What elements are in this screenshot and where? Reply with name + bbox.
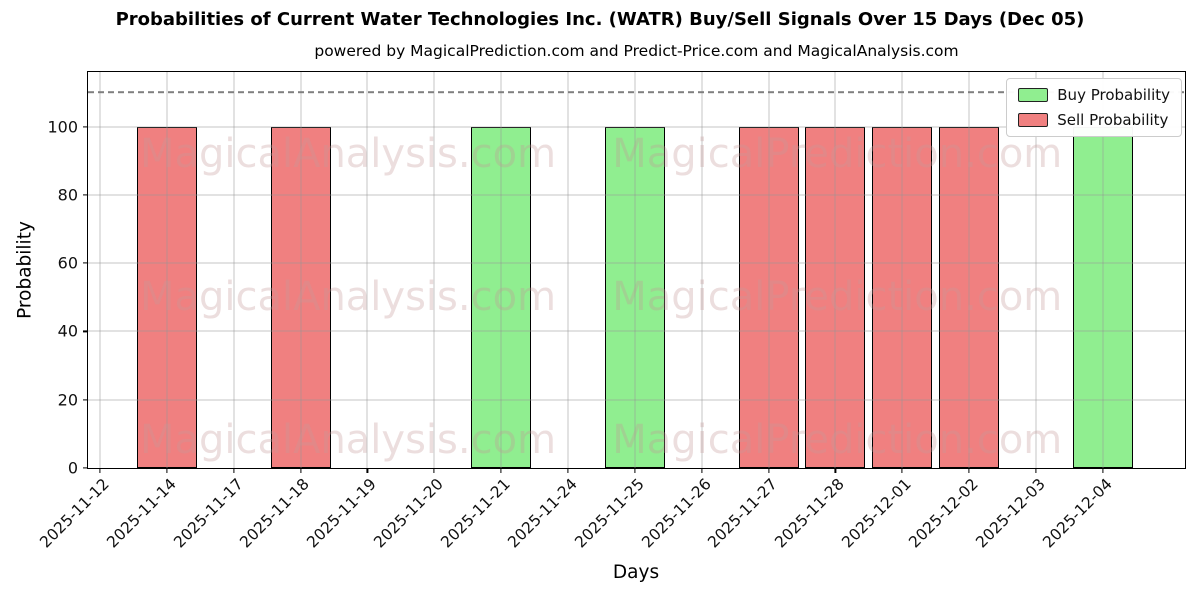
watermark-text: MagicalAnalysis.com <box>139 417 557 464</box>
gridline-vertical <box>500 72 502 468</box>
gridline-vertical <box>166 72 168 468</box>
gridline-vertical <box>366 72 368 468</box>
watermark-text: MagicalPrediction.com <box>612 417 1063 464</box>
x-tick-mark <box>767 468 770 473</box>
figure-subtitle: powered by MagicalPrediction.com and Pre… <box>314 42 959 60</box>
gridline-horizontal <box>88 262 1185 264</box>
x-tick-label-text: 2025-11-21 <box>437 475 514 552</box>
x-tick-label-text: 2025-11-12 <box>36 475 113 552</box>
x-tick-mark <box>233 468 235 473</box>
gridline-vertical <box>300 72 302 468</box>
x-tick-label-text: 2025-12-01 <box>838 475 915 552</box>
x-tick-label-text: 2025-11-19 <box>303 475 381 552</box>
x-tick-mark <box>567 468 569 473</box>
watermark-text: MagicalAnalysis.com <box>139 130 557 177</box>
y-tick-mark <box>83 194 88 196</box>
x-tick-mark <box>1102 468 1104 473</box>
y-axis-label: Probability <box>14 221 36 319</box>
gridline-horizontal <box>88 194 1185 196</box>
watermark-text: MagicalPrediction.com <box>612 130 1063 177</box>
y-tick-mark <box>83 399 88 401</box>
y-tick-label: 100 <box>47 117 78 137</box>
gridline-vertical <box>1102 72 1104 468</box>
x-tick-label-text: 2025-12-04 <box>1039 475 1116 552</box>
x-tick-label-text: 2025-11-14 <box>103 475 180 552</box>
gridline-vertical <box>768 72 770 468</box>
x-tick-mark <box>901 468 903 473</box>
figure-title: Probabilities of Current Water Technolog… <box>115 9 1085 30</box>
gridline-vertical <box>968 72 970 468</box>
x-tick-label-text: 2025-11-28 <box>771 475 849 552</box>
legend-swatch-buy-icon <box>1018 88 1049 102</box>
y-tick-label: 80 <box>57 185 78 205</box>
gridline-vertical <box>433 72 435 468</box>
gridline-vertical <box>901 72 903 468</box>
x-tick-label-text: 2025-11-18 <box>236 475 314 552</box>
gridline-horizontal <box>88 399 1185 401</box>
watermark-text: MagicalPrediction.com <box>612 273 1063 320</box>
gridline-vertical <box>1035 72 1037 468</box>
x-tick-mark <box>1035 468 1037 473</box>
x-tick-mark <box>701 468 703 473</box>
plot-area: Buy Probability Sell Probability Magical… <box>36 71 1186 551</box>
x-tick-mark <box>834 468 836 473</box>
x-tick-label-text: 2025-11-26 <box>637 475 715 552</box>
x-tick-label-text: 2025-11-27 <box>704 475 782 552</box>
y-tick-label: 40 <box>57 321 78 341</box>
gridline-vertical <box>567 72 569 468</box>
x-tick-label-text: 2025-12-03 <box>972 475 1049 552</box>
x-tick-mark <box>366 468 369 473</box>
x-tick-label-text: 2025-11-25 <box>571 475 648 552</box>
y-tick-mark <box>83 262 88 264</box>
legend-label-buy: Buy Probability <box>1057 86 1170 104</box>
y-tick-label: 60 <box>57 253 78 273</box>
y-tick-mark <box>83 467 88 469</box>
y-tick-label: 0 <box>67 458 78 478</box>
legend-item-sell: Sell Probability <box>1018 111 1170 129</box>
x-tick-mark <box>634 468 636 473</box>
threshold-line <box>88 91 1185 94</box>
y-tick-mark <box>83 126 88 128</box>
watermark-text: MagicalAnalysis.com <box>139 273 557 320</box>
x-tick-mark <box>299 468 302 473</box>
gridline-vertical <box>99 72 101 468</box>
x-tick-label-text: 2025-12-02 <box>905 475 982 552</box>
x-tick-mark <box>99 468 101 473</box>
x-tick-label-text: 2025-11-24 <box>504 475 581 552</box>
x-tick-label-text: 2025-11-20 <box>370 475 447 552</box>
gridline-vertical <box>701 72 703 468</box>
gridline-horizontal <box>88 126 1185 128</box>
y-tick-mark <box>83 330 88 333</box>
gridline-vertical <box>834 72 836 468</box>
legend-label-sell: Sell Probability <box>1057 111 1169 129</box>
x-tick-mark <box>500 468 502 473</box>
legend-item-buy: Buy Probability <box>1018 86 1170 104</box>
x-tick-mark <box>968 468 970 473</box>
gridline-horizontal <box>88 330 1185 332</box>
legend: Buy Probability Sell Probability <box>1006 78 1182 137</box>
legend-swatch-sell-icon <box>1018 113 1049 127</box>
x-axis-label: Days <box>612 562 660 583</box>
y-tick-label: 20 <box>57 390 78 410</box>
gridline-vertical <box>634 72 636 468</box>
x-tick-mark <box>166 468 168 473</box>
x-tick-label-text: 2025-11-17 <box>170 475 247 552</box>
gridline-vertical <box>233 72 235 468</box>
x-tick-mark <box>433 468 435 473</box>
